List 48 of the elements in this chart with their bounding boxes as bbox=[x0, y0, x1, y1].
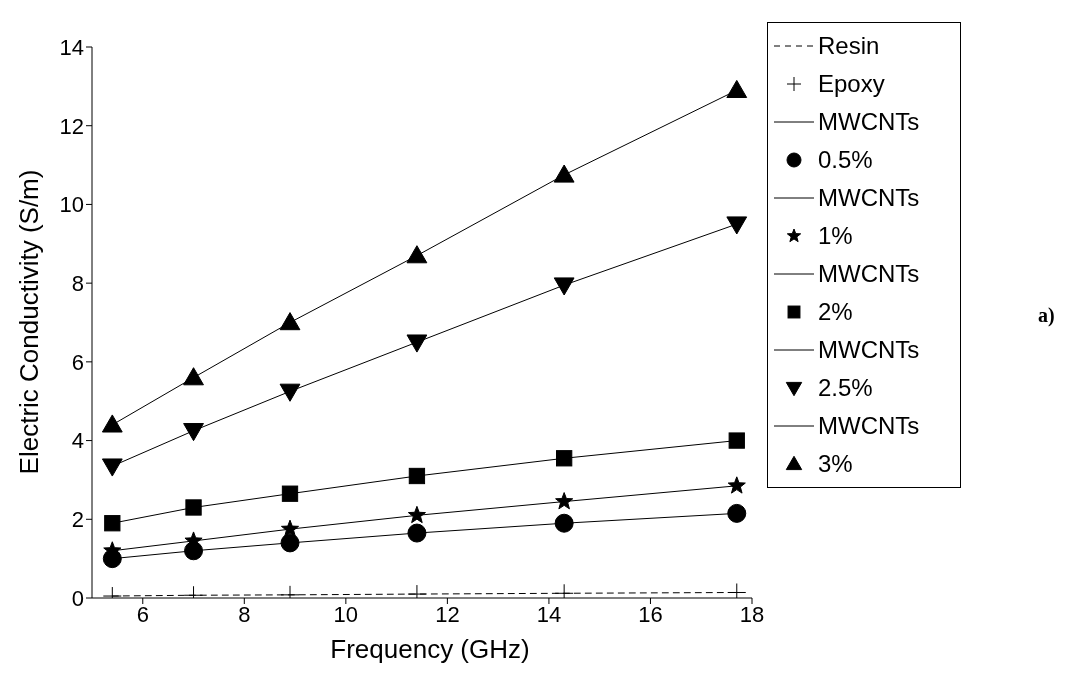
point bbox=[183, 367, 204, 386]
point bbox=[279, 383, 301, 402]
y-tick-label: 4 bbox=[71, 428, 84, 454]
point bbox=[408, 467, 426, 485]
point bbox=[280, 519, 300, 537]
point bbox=[406, 334, 428, 353]
legend-label: Resin Epoxy bbox=[818, 31, 886, 99]
point bbox=[183, 423, 204, 442]
point bbox=[556, 450, 573, 467]
y-tick-label: 0 bbox=[71, 585, 84, 611]
point bbox=[407, 523, 427, 543]
x-tick-label: 10 bbox=[333, 601, 359, 627]
point bbox=[104, 515, 121, 532]
text: a) bbox=[1038, 304, 1055, 327]
point bbox=[727, 503, 747, 523]
point bbox=[728, 432, 745, 449]
point bbox=[553, 277, 575, 296]
y-tick-label: 6 bbox=[71, 349, 84, 375]
point bbox=[407, 505, 426, 524]
point bbox=[406, 245, 428, 264]
x-tick-label: 8 bbox=[238, 601, 251, 627]
point bbox=[554, 513, 574, 533]
legend-label: MWCNTs 2.5% bbox=[818, 335, 921, 403]
point bbox=[726, 216, 748, 235]
y-tick-label: 14 bbox=[59, 34, 84, 60]
point bbox=[727, 476, 746, 494]
point bbox=[555, 492, 574, 510]
point bbox=[101, 458, 123, 477]
y-tick-label: 12 bbox=[59, 113, 84, 139]
y-axis-title: Electric Conductivity (S/m) bbox=[13, 168, 45, 477]
x-tick-label: 6 bbox=[136, 601, 149, 627]
point bbox=[101, 414, 123, 433]
x-tick-label: 12 bbox=[435, 601, 460, 627]
legend-label: MWCNTs 2% bbox=[818, 259, 921, 327]
y-tick-label: 8 bbox=[71, 270, 84, 296]
point bbox=[279, 312, 301, 331]
point bbox=[281, 485, 299, 502]
legend-label: MWCNTs 1% bbox=[818, 183, 921, 251]
x-tick-label: 18 bbox=[739, 601, 765, 627]
x-tick-label: 16 bbox=[638, 601, 663, 627]
point bbox=[280, 533, 300, 553]
y-tick-label: 10 bbox=[59, 192, 84, 218]
point bbox=[185, 499, 202, 516]
x-tick-label: 14 bbox=[536, 601, 562, 627]
legend-label: MWCNTs 0.5% bbox=[818, 107, 921, 175]
x-axis-title: Frequency (GHz) bbox=[329, 633, 531, 666]
legend-label: MWCNTs 3% bbox=[818, 411, 921, 479]
y-tick-label: 2 bbox=[71, 507, 84, 533]
